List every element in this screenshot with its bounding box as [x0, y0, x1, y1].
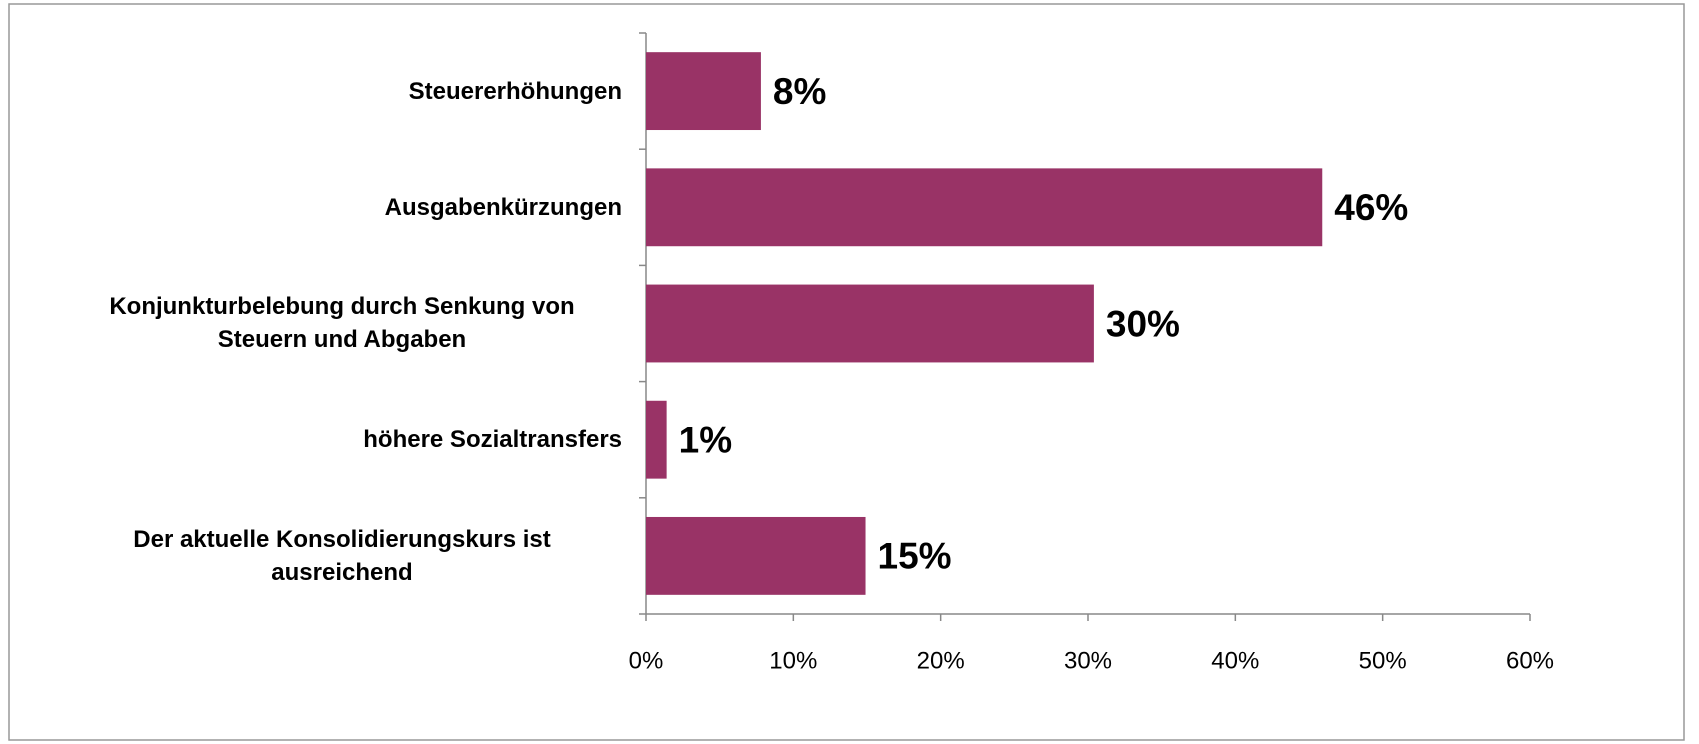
- bar: [646, 284, 1094, 363]
- bar: [646, 168, 1323, 247]
- chart-frame: [8, 3, 1685, 741]
- category-text: Der aktuelle Konsolidierungskurs ist aus…: [133, 525, 551, 586]
- category-text: Steuererhöhungen: [408, 77, 622, 105]
- value-label: 1%: [679, 419, 732, 460]
- x-tick-label: 10%: [769, 647, 817, 674]
- category-label: Der aktuelle Konsolidierungskurs ist aus…: [30, 498, 622, 614]
- category-text: höhere Sozialtransfers: [363, 426, 622, 454]
- category-label: höhere Sozialtransfers: [30, 382, 622, 498]
- bar: [646, 516, 866, 595]
- value-label: 15%: [878, 536, 952, 577]
- category-label: Ausgabenkürzungen: [30, 149, 622, 265]
- x-tick-label: 0%: [629, 647, 664, 674]
- value-label: 8%: [773, 71, 826, 112]
- bar: [646, 400, 667, 479]
- category-text: Konjunkturbelebung durch Senkung von Ste…: [109, 293, 575, 354]
- x-tick-label: 50%: [1359, 647, 1407, 674]
- category-label: Steuererhöhungen: [30, 33, 622, 149]
- bar: [646, 52, 761, 131]
- category-text: Ausgabenkürzungen: [384, 193, 622, 221]
- x-tick-label: 20%: [917, 647, 965, 674]
- category-label: Konjunkturbelebung durch Senkung von Ste…: [30, 265, 622, 381]
- value-label: 30%: [1106, 303, 1180, 344]
- x-tick-label: 30%: [1064, 647, 1112, 674]
- value-label: 46%: [1334, 187, 1408, 228]
- x-tick-label: 60%: [1506, 647, 1554, 674]
- x-tick-label: 40%: [1211, 647, 1259, 674]
